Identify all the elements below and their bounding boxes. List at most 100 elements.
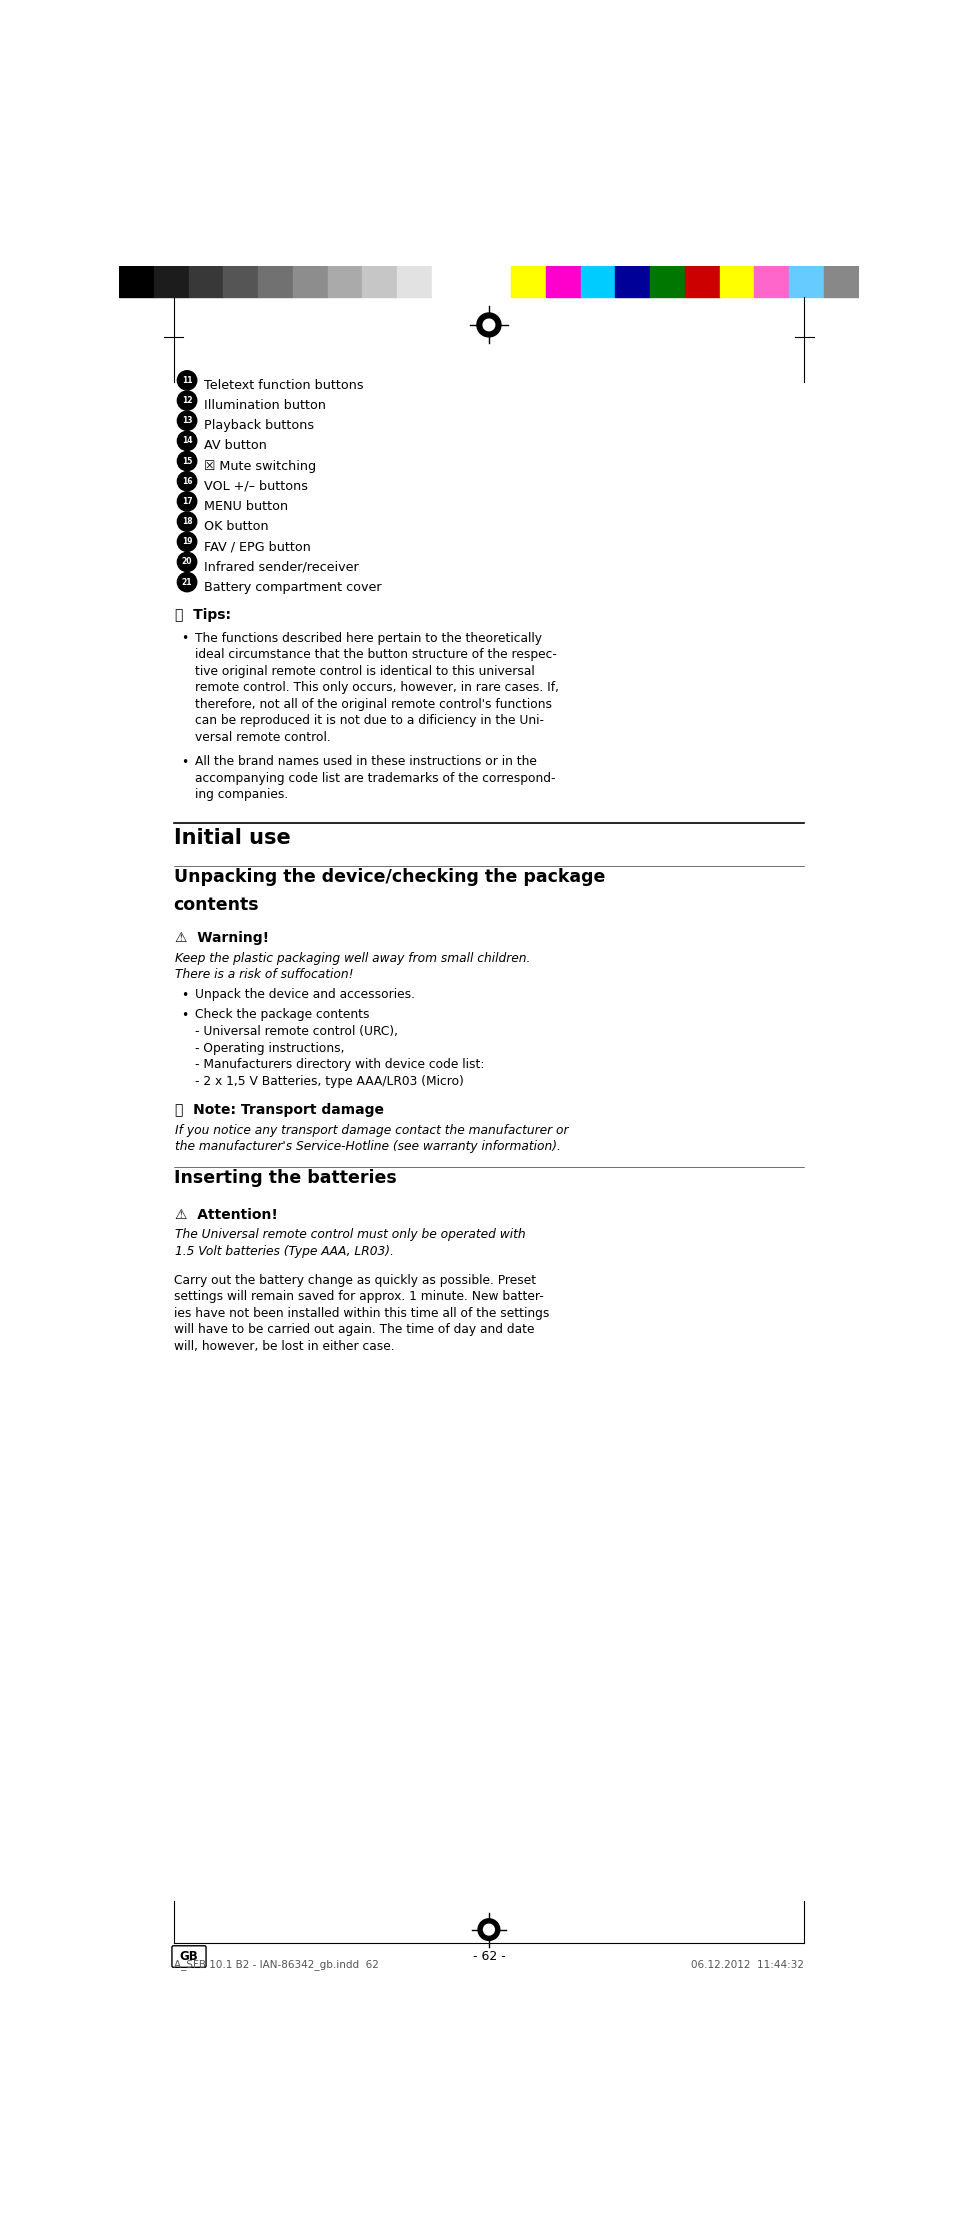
Bar bbox=[189, 266, 223, 297]
Text: Playback buttons: Playback buttons bbox=[204, 420, 314, 433]
Circle shape bbox=[177, 513, 196, 531]
Text: tive original remote control is identical to this universal: tive original remote control is identica… bbox=[195, 664, 535, 677]
Text: Teletext function buttons: Teletext function buttons bbox=[204, 380, 364, 391]
Bar bbox=[580, 266, 615, 297]
Text: •: • bbox=[181, 755, 189, 768]
Circle shape bbox=[482, 320, 495, 331]
Bar bbox=[615, 266, 649, 297]
Text: ies have not been installed within this time all of the settings: ies have not been installed within this … bbox=[173, 1308, 548, 1321]
Text: There is a risk of suffocation!: There is a risk of suffocation! bbox=[174, 968, 354, 981]
Text: - 2 x 1,5 V Batteries, type AAA/LR03 (Micro): - 2 x 1,5 V Batteries, type AAA/LR03 (Mi… bbox=[195, 1074, 463, 1088]
Text: Unpacking the device/checking the package: Unpacking the device/checking the packag… bbox=[173, 868, 604, 886]
Bar bbox=[432, 266, 466, 297]
Text: - Operating instructions,: - Operating instructions, bbox=[195, 1041, 344, 1054]
Text: If you notice any transport damage contact the manufacturer or: If you notice any transport damage conta… bbox=[174, 1123, 568, 1137]
Circle shape bbox=[477, 1918, 499, 1940]
Text: Infrared sender/receiver: Infrared sender/receiver bbox=[204, 559, 359, 573]
Text: MENU button: MENU button bbox=[204, 500, 289, 513]
Circle shape bbox=[177, 471, 196, 491]
Circle shape bbox=[177, 553, 196, 571]
Text: - 62 -: - 62 - bbox=[472, 1949, 505, 1962]
Text: Keep the plastic packaging well away from small children.: Keep the plastic packaging well away fro… bbox=[174, 952, 530, 966]
Text: 18: 18 bbox=[182, 517, 193, 526]
Text: 21: 21 bbox=[182, 577, 193, 586]
Circle shape bbox=[177, 573, 196, 593]
Bar bbox=[545, 266, 580, 297]
Text: ⓘ  Note: Transport damage: ⓘ Note: Transport damage bbox=[174, 1103, 384, 1117]
Text: contents: contents bbox=[173, 895, 259, 915]
Text: ☒ Mute switching: ☒ Mute switching bbox=[204, 460, 316, 473]
Text: FAV / EPG button: FAV / EPG button bbox=[204, 539, 311, 553]
Bar bbox=[719, 266, 754, 297]
Bar bbox=[684, 266, 719, 297]
Text: 14: 14 bbox=[182, 437, 193, 446]
Text: accompanying code list are trademarks of the correspond-: accompanying code list are trademarks of… bbox=[195, 773, 555, 784]
Text: OK button: OK button bbox=[204, 519, 269, 533]
Text: 16: 16 bbox=[182, 477, 193, 486]
Bar bbox=[649, 266, 684, 297]
Text: 1.5 Volt batteries (Type AAA, LR03).: 1.5 Volt batteries (Type AAA, LR03). bbox=[174, 1245, 394, 1259]
Bar bbox=[396, 266, 432, 297]
Circle shape bbox=[177, 411, 196, 431]
Text: therefore, not all of the original remote control's functions: therefore, not all of the original remot… bbox=[195, 697, 552, 710]
Bar bbox=[823, 266, 858, 297]
Bar bbox=[119, 266, 153, 297]
Text: - Universal remote control (URC),: - Universal remote control (URC), bbox=[195, 1026, 397, 1039]
Text: Check the package contents: Check the package contents bbox=[195, 1008, 370, 1021]
Text: ing companies.: ing companies. bbox=[195, 788, 288, 801]
Text: will have to be carried out again. The time of day and date: will have to be carried out again. The t… bbox=[173, 1323, 534, 1336]
Text: VOL +/– buttons: VOL +/– buttons bbox=[204, 480, 308, 493]
Text: The Universal remote control must only be operated with: The Universal remote control must only b… bbox=[174, 1228, 525, 1241]
Bar bbox=[293, 266, 328, 297]
Text: •: • bbox=[181, 633, 189, 646]
Text: A_SFB 10.1 B2 - IAN-86342_gb.indd  62: A_SFB 10.1 B2 - IAN-86342_gb.indd 62 bbox=[173, 1960, 378, 1971]
Text: Battery compartment cover: Battery compartment cover bbox=[204, 582, 382, 593]
Text: Inserting the batteries: Inserting the batteries bbox=[173, 1170, 395, 1188]
Text: the manufacturer's Service-Hotline (see warranty information).: the manufacturer's Service-Hotline (see … bbox=[174, 1141, 560, 1152]
Text: will, however, be lost in either case.: will, however, be lost in either case. bbox=[173, 1341, 394, 1352]
Text: ⚠  Attention!: ⚠ Attention! bbox=[174, 1208, 277, 1221]
Text: AV button: AV button bbox=[204, 440, 267, 453]
Circle shape bbox=[177, 391, 196, 411]
Bar bbox=[328, 266, 362, 297]
Text: 17: 17 bbox=[182, 497, 193, 506]
Bar bbox=[223, 266, 258, 297]
Text: GB: GB bbox=[179, 1949, 198, 1962]
Text: 13: 13 bbox=[182, 415, 193, 426]
Text: - Manufacturers directory with device code list:: - Manufacturers directory with device co… bbox=[195, 1059, 484, 1070]
Bar bbox=[258, 266, 293, 297]
Text: 19: 19 bbox=[182, 537, 193, 546]
Text: 20: 20 bbox=[182, 557, 193, 566]
Circle shape bbox=[177, 493, 196, 511]
Text: can be reproduced it is not due to a dificiency in the Uni-: can be reproduced it is not due to a dif… bbox=[195, 715, 543, 728]
Circle shape bbox=[177, 451, 196, 471]
Text: Unpack the device and accessories.: Unpack the device and accessories. bbox=[195, 988, 415, 1001]
Bar bbox=[153, 266, 189, 297]
Bar bbox=[362, 266, 396, 297]
Text: ⚠  Warning!: ⚠ Warning! bbox=[174, 930, 269, 946]
Bar bbox=[511, 266, 545, 297]
Text: Illumination button: Illumination button bbox=[204, 400, 326, 413]
Text: •: • bbox=[181, 1010, 189, 1021]
Text: The functions described here pertain to the theoretically: The functions described here pertain to … bbox=[195, 630, 541, 644]
Text: 15: 15 bbox=[182, 457, 193, 466]
Text: •: • bbox=[181, 988, 189, 1001]
Text: 06.12.2012  11:44:32: 06.12.2012 11:44:32 bbox=[691, 1960, 803, 1971]
Circle shape bbox=[177, 371, 196, 391]
Text: 11: 11 bbox=[182, 375, 193, 384]
Bar bbox=[754, 266, 788, 297]
Text: 12: 12 bbox=[182, 395, 193, 404]
Text: All the brand names used in these instructions or in the: All the brand names used in these instru… bbox=[195, 755, 537, 768]
Text: remote control. This only occurs, however, in rare cases. If,: remote control. This only occurs, howeve… bbox=[195, 682, 558, 695]
Circle shape bbox=[483, 1925, 494, 1936]
Bar bbox=[788, 266, 823, 297]
Circle shape bbox=[177, 533, 196, 551]
Text: ideal circumstance that the button structure of the respec-: ideal circumstance that the button struc… bbox=[195, 648, 557, 662]
Circle shape bbox=[177, 431, 196, 451]
Text: settings will remain saved for approx. 1 minute. New batter-: settings will remain saved for approx. 1… bbox=[173, 1290, 542, 1303]
Circle shape bbox=[476, 313, 500, 337]
FancyBboxPatch shape bbox=[172, 1945, 206, 1967]
Text: Carry out the battery change as quickly as possible. Preset: Carry out the battery change as quickly … bbox=[173, 1274, 535, 1288]
Text: versal remote control.: versal remote control. bbox=[195, 730, 331, 744]
Text: ⓘ  Tips:: ⓘ Tips: bbox=[174, 608, 231, 622]
